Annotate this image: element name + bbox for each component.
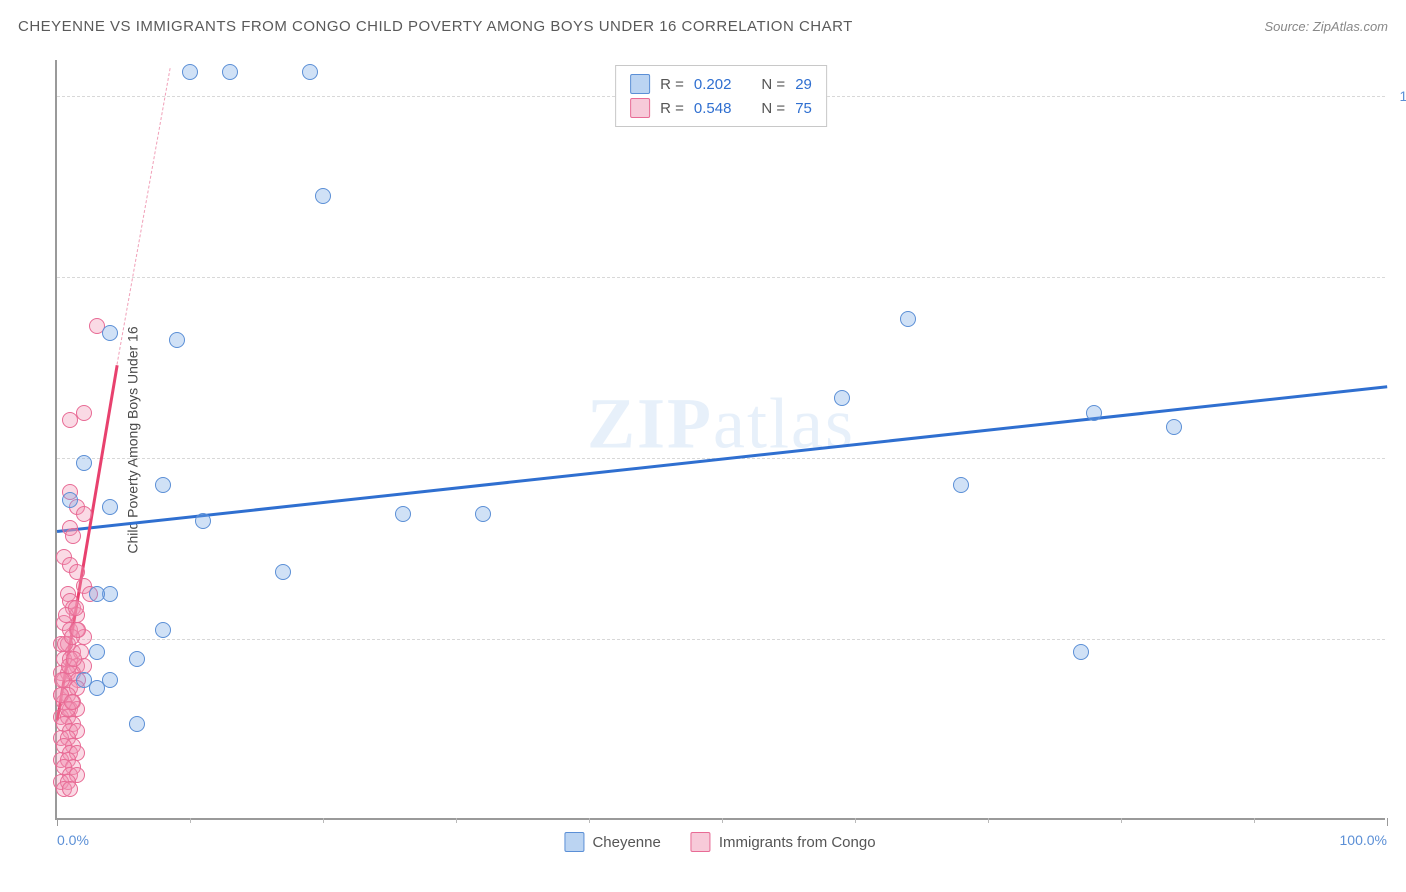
data-point xyxy=(54,672,70,688)
data-point xyxy=(129,716,145,732)
gridline xyxy=(57,639,1385,640)
data-point xyxy=(182,64,198,80)
watermark-bold: ZIP xyxy=(587,383,713,463)
title-bar: CHEYENNE VS IMMIGRANTS FROM CONGO CHILD … xyxy=(18,18,1388,35)
data-point xyxy=(1166,419,1182,435)
data-point xyxy=(64,694,80,710)
x-tick-major xyxy=(1387,818,1388,826)
gridline xyxy=(57,277,1385,278)
watermark: ZIPatlas xyxy=(587,382,855,465)
trend-line xyxy=(116,68,170,365)
legend-row-s2: R = 0.548 N = 75 xyxy=(630,96,812,120)
data-point xyxy=(155,622,171,638)
legend-swatch-icon xyxy=(564,832,584,852)
data-point xyxy=(76,506,92,522)
data-point xyxy=(315,188,331,204)
data-point xyxy=(76,405,92,421)
x-tick-minor xyxy=(855,818,856,823)
source-attribution: Source: ZipAtlas.com xyxy=(1264,19,1388,34)
data-point xyxy=(1086,405,1102,421)
legend-swatch-s2 xyxy=(630,98,650,118)
data-point xyxy=(275,564,291,580)
plot-container: Child Poverty Among Boys Under 16 ZIPatl… xyxy=(55,60,1385,820)
data-point xyxy=(102,325,118,341)
x-tick-minor xyxy=(589,818,590,823)
data-point xyxy=(76,455,92,471)
data-point xyxy=(89,586,105,602)
data-point xyxy=(900,311,916,327)
legend-swatch-icon xyxy=(691,832,711,852)
y-tick-label: 75.0% xyxy=(1392,269,1406,285)
n-label: N = xyxy=(761,100,785,117)
data-point xyxy=(102,499,118,515)
data-point xyxy=(1073,644,1089,660)
n-value-s1: 29 xyxy=(795,76,812,93)
data-point xyxy=(834,390,850,406)
r-value-s1: 0.202 xyxy=(694,76,732,93)
data-point xyxy=(65,528,81,544)
x-tick-label: 0.0% xyxy=(57,832,89,848)
legend-correlation: R = 0.202 N = 29 R = 0.548 N = 75 xyxy=(615,65,827,127)
x-tick-minor xyxy=(1254,818,1255,823)
legend-swatch-s1 xyxy=(630,74,650,94)
trend-line xyxy=(57,386,1387,533)
data-point xyxy=(475,506,491,522)
legend-item-s1: Cheyenne xyxy=(564,832,660,852)
data-point xyxy=(195,513,211,529)
y-tick-label: 100.0% xyxy=(1392,88,1406,104)
x-tick-minor xyxy=(1121,818,1122,823)
x-tick-minor xyxy=(988,818,989,823)
legend-row-s1: R = 0.202 N = 29 xyxy=(630,72,812,96)
y-tick-label: 25.0% xyxy=(1392,631,1406,647)
legend-item-s2: Immigrants from Congo xyxy=(691,832,876,852)
x-tick-major xyxy=(57,818,58,826)
data-point xyxy=(62,492,78,508)
r-label: R = xyxy=(660,100,684,117)
data-point xyxy=(302,64,318,80)
data-point xyxy=(89,644,105,660)
data-point xyxy=(68,600,84,616)
data-point xyxy=(66,651,82,667)
data-point xyxy=(222,64,238,80)
x-tick-minor xyxy=(722,818,723,823)
legend-series: Cheyenne Immigrants from Congo xyxy=(564,832,875,852)
legend-label-s1: Cheyenne xyxy=(592,834,660,851)
x-tick-label: 100.0% xyxy=(1340,832,1387,848)
n-value-s2: 75 xyxy=(795,100,812,117)
x-tick-minor xyxy=(190,818,191,823)
y-tick-label: 50.0% xyxy=(1392,450,1406,466)
data-point xyxy=(953,477,969,493)
data-point xyxy=(89,680,105,696)
x-tick-minor xyxy=(323,818,324,823)
data-point xyxy=(62,781,78,797)
r-label: R = xyxy=(660,76,684,93)
data-point xyxy=(155,477,171,493)
x-tick-minor xyxy=(456,818,457,823)
data-point xyxy=(169,332,185,348)
data-point xyxy=(395,506,411,522)
plot-area: ZIPatlas R = 0.202 N = 29 R = 0.548 N = … xyxy=(55,60,1385,820)
legend-label-s2: Immigrants from Congo xyxy=(719,834,876,851)
data-point xyxy=(129,651,145,667)
n-label: N = xyxy=(761,76,785,93)
chart-title: CHEYENNE VS IMMIGRANTS FROM CONGO CHILD … xyxy=(18,18,853,35)
data-point xyxy=(70,622,86,638)
r-value-s2: 0.548 xyxy=(694,100,732,117)
